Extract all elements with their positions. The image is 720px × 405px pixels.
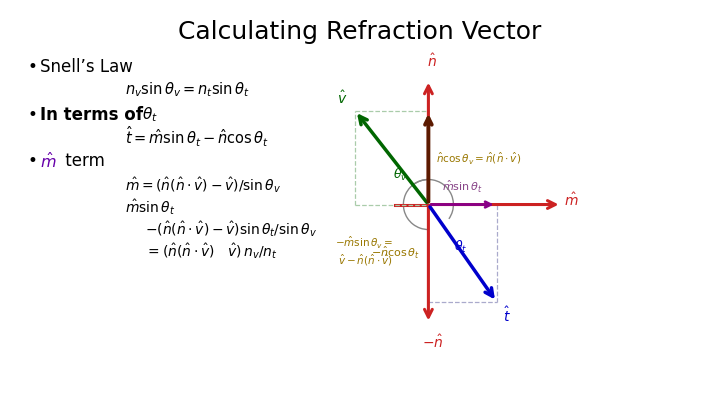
Text: $\hat{m}$: $\hat{m}$ [40, 151, 56, 171]
Text: $\hat{v}$: $\hat{v}$ [337, 90, 347, 107]
Text: $\hat{n}\cos\theta_v = \hat{n}(\hat{n}\cdot\hat{v})$: $\hat{n}\cos\theta_v = \hat{n}(\hat{n}\c… [436, 150, 521, 166]
Text: •: • [28, 106, 38, 124]
Text: $\hat{n}$: $\hat{n}$ [428, 53, 437, 70]
Text: $-(\hat{n}(\hat{n}\cdot\hat{v}) - \hat{v})\sin\theta_t/\sin\theta_v$: $-(\hat{n}(\hat{n}\cdot\hat{v}) - \hat{v… [145, 219, 317, 239]
Text: $\theta_t$: $\theta_t$ [142, 106, 158, 124]
Text: $\hat{t} = \hat{m}\sin\theta_t - \hat{n}\cos\theta_t$: $\hat{t} = \hat{m}\sin\theta_t - \hat{n}… [125, 125, 269, 149]
Text: $\theta_v$: $\theta_v$ [393, 166, 408, 183]
Text: $\hat{m}\sin\theta_t$: $\hat{m}\sin\theta_t$ [442, 178, 483, 194]
Text: $\theta_t$: $\theta_t$ [454, 239, 467, 255]
Text: $-\hat{m}\sin\theta_v =$
$\hat{v} - \hat{n}(\hat{n}\cdot\hat{v})$: $-\hat{m}\sin\theta_v =$ $\hat{v} - \hat… [335, 234, 393, 268]
Text: •: • [28, 58, 38, 76]
Text: $\hat{m}$: $\hat{m}$ [564, 192, 578, 209]
Text: $\hat{m}\sin\theta_t$: $\hat{m}\sin\theta_t$ [125, 197, 175, 217]
Text: $-\hat{n}\cos\theta_t$: $-\hat{n}\cos\theta_t$ [372, 245, 420, 261]
Text: Snell’s Law: Snell’s Law [40, 58, 133, 76]
Text: term: term [60, 152, 105, 170]
Text: $-\hat{n}$: $-\hat{n}$ [422, 333, 443, 351]
Text: $\hat{m} = (\hat{n}(\hat{n}\cdot\hat{v}) - \hat{v})/ \sin\theta_v$: $\hat{m} = (\hat{n}(\hat{n}\cdot\hat{v})… [125, 175, 282, 195]
Text: $n_v \sin\theta_v = n_t \sin\theta_t$: $n_v \sin\theta_v = n_t \sin\theta_t$ [125, 81, 250, 99]
Text: •: • [28, 152, 38, 170]
Text: $= (\hat{n}(\hat{n}\cdot\hat{v})\quad\hat{v})\,n_v/n_t$: $= (\hat{n}(\hat{n}\cdot\hat{v})\quad\ha… [145, 241, 278, 261]
Text: Calculating Refraction Vector: Calculating Refraction Vector [179, 20, 541, 44]
Text: In terms of: In terms of [40, 106, 143, 124]
Text: $\hat{t}$: $\hat{t}$ [503, 306, 510, 325]
